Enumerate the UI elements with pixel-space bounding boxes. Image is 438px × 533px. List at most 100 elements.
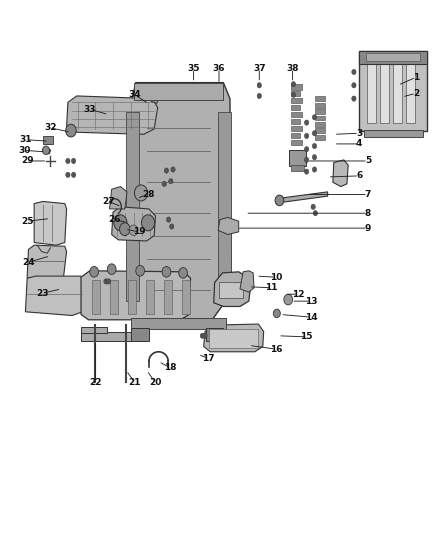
Circle shape [284,294,293,305]
Text: 14: 14 [305,313,317,321]
Bar [393,64,402,123]
Circle shape [273,309,280,318]
Polygon shape [67,96,158,134]
Bar [315,135,325,140]
Bar [291,112,302,117]
Polygon shape [27,245,67,281]
Circle shape [90,266,99,277]
Bar [219,282,243,298]
Text: 10: 10 [270,273,282,281]
Circle shape [203,333,207,338]
Bar [315,116,325,120]
Polygon shape [151,90,161,103]
Circle shape [312,131,317,136]
Bar [289,150,306,166]
Circle shape [42,146,49,155]
Circle shape [134,185,148,201]
Text: 6: 6 [356,172,362,180]
Polygon shape [25,276,84,316]
Text: 37: 37 [253,64,265,72]
Bar [315,103,325,108]
Text: 2: 2 [413,89,419,98]
Circle shape [200,333,205,338]
Circle shape [304,157,309,163]
Text: 1: 1 [413,73,419,82]
Bar [291,98,302,103]
Bar [128,280,136,314]
Bar [366,53,420,61]
Text: 3: 3 [356,129,362,138]
Bar [315,96,325,101]
Text: 19: 19 [133,228,145,236]
Circle shape [312,155,317,160]
Text: 12: 12 [292,290,304,298]
Polygon shape [112,207,155,241]
Text: 31: 31 [19,135,32,144]
Text: 7: 7 [365,190,371,199]
Bar [291,126,302,131]
Bar [131,328,149,341]
Circle shape [352,96,356,101]
Text: 28: 28 [142,190,154,199]
Bar [315,128,325,133]
Polygon shape [214,272,251,306]
Bar [146,280,154,314]
Circle shape [166,217,171,222]
Polygon shape [333,160,348,187]
Circle shape [257,93,261,99]
Bar [291,84,302,90]
Bar [364,130,423,137]
Circle shape [66,158,70,164]
Bar [359,51,427,64]
Text: 8: 8 [365,209,371,217]
Polygon shape [218,217,239,235]
Text: 27: 27 [102,197,115,206]
Circle shape [71,172,76,177]
Circle shape [114,215,127,231]
Bar [218,112,231,301]
Circle shape [129,225,138,236]
Circle shape [179,268,187,278]
Circle shape [304,147,309,152]
Bar [291,140,302,145]
Text: 5: 5 [365,157,371,165]
Bar [315,122,325,127]
Circle shape [162,181,166,187]
Bar [209,329,258,348]
Bar [291,105,300,110]
Circle shape [164,168,169,173]
Text: 11: 11 [265,284,278,292]
Text: 23: 23 [37,289,49,297]
Circle shape [106,279,111,284]
Circle shape [171,167,175,172]
Circle shape [136,265,145,276]
Bar [406,64,415,123]
Text: 35: 35 [187,64,200,72]
Circle shape [312,143,317,149]
Circle shape [170,224,174,229]
Circle shape [162,266,171,277]
Circle shape [169,179,173,184]
Bar [92,280,100,314]
Circle shape [304,169,309,174]
Circle shape [141,215,155,231]
Bar [315,109,325,114]
Text: 20: 20 [149,378,162,387]
Text: 16: 16 [270,345,282,353]
Circle shape [275,195,284,206]
Bar [126,112,139,301]
Text: 17: 17 [202,354,214,362]
Polygon shape [81,271,191,320]
Text: 9: 9 [365,224,371,232]
Polygon shape [127,83,231,322]
Text: 32: 32 [44,124,57,132]
Polygon shape [204,324,264,352]
Bar [206,328,223,341]
Bar [81,332,145,341]
Bar [291,165,304,171]
Text: 13: 13 [305,297,317,305]
Text: 24: 24 [22,258,35,266]
Bar [43,136,53,144]
Text: 26: 26 [109,215,121,224]
Circle shape [352,83,356,88]
